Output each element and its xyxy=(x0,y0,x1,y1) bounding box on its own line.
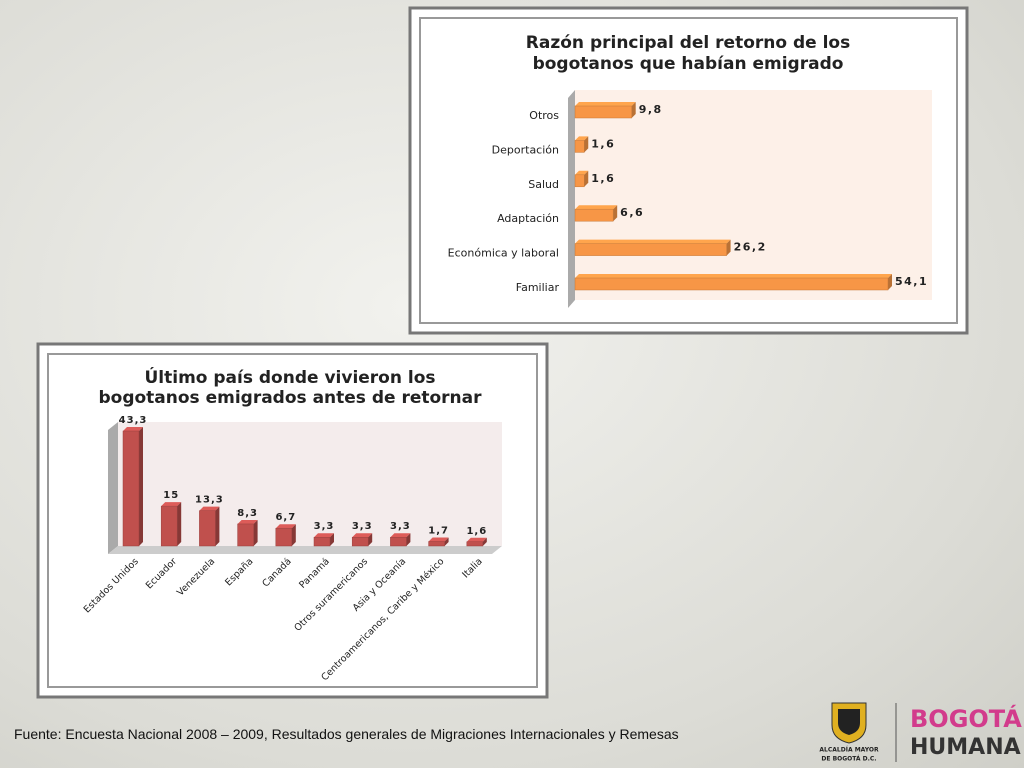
bar xyxy=(574,208,614,222)
bar-side xyxy=(406,533,411,546)
y-tick-label: Económica y laboral xyxy=(448,247,559,260)
bar-top xyxy=(575,136,589,141)
bar-top xyxy=(199,506,220,511)
plot-area xyxy=(118,422,502,546)
bar xyxy=(160,505,178,547)
bar-top xyxy=(390,533,411,538)
data-label: 13,3 xyxy=(195,495,224,506)
logo-humana: HUMANA xyxy=(910,735,1021,760)
bar-side xyxy=(368,533,373,546)
plot-wall xyxy=(108,422,118,554)
data-label: 3,3 xyxy=(390,521,411,532)
bar xyxy=(574,140,585,153)
bar-side xyxy=(888,274,892,290)
bar-side xyxy=(139,427,143,546)
data-label: 1,7 xyxy=(428,525,449,536)
bar-top xyxy=(575,274,892,278)
data-label: 54,1 xyxy=(895,275,928,288)
logo-bogota: BOGOTÁ xyxy=(910,704,1022,733)
bar-side xyxy=(330,533,334,546)
data-label: 9,8 xyxy=(639,103,663,116)
bar-side xyxy=(584,170,589,187)
data-label: 8,3 xyxy=(237,508,258,519)
bar-top xyxy=(123,427,143,431)
bar-side xyxy=(291,524,296,546)
plot-floor xyxy=(108,546,502,554)
data-label: 3,3 xyxy=(352,521,373,532)
plot-area xyxy=(575,90,932,300)
bar xyxy=(390,536,407,547)
bar xyxy=(574,277,889,291)
bar-side xyxy=(444,537,449,546)
bar-side xyxy=(584,136,589,153)
bar-side xyxy=(215,506,220,546)
bar-top xyxy=(575,239,731,244)
data-label: 15 xyxy=(163,490,179,501)
bar-top xyxy=(275,524,296,529)
y-tick-label: Otros xyxy=(529,109,559,122)
data-label: 6,7 xyxy=(275,512,296,523)
bar-top xyxy=(428,537,449,542)
alcaldia-logo: ALCALDÍA MAYOR DE BOGOTÁ D.C. xyxy=(819,702,879,763)
bar-side xyxy=(177,502,182,546)
bar-side xyxy=(482,537,487,546)
data-label: 1,6 xyxy=(466,526,487,537)
bar xyxy=(574,243,727,256)
data-label: 3,3 xyxy=(314,521,335,532)
chart-title: bogotanos emigrados antes de retornar xyxy=(98,388,482,408)
bar xyxy=(237,523,254,547)
bar xyxy=(122,430,140,547)
logo-text: DE BOGOTÁ D.C. xyxy=(821,756,876,763)
bar-side xyxy=(253,519,258,546)
logo-text: ALCALDÍA MAYOR xyxy=(819,746,879,754)
y-tick-label: Familiar xyxy=(516,281,560,294)
bar-top xyxy=(352,533,373,538)
data-label: 43,3 xyxy=(119,415,148,426)
bar-top xyxy=(314,533,334,538)
bar xyxy=(428,541,445,547)
bar xyxy=(574,105,632,119)
bar-top xyxy=(466,537,487,542)
bar xyxy=(275,527,293,547)
bar-side xyxy=(726,239,731,256)
chart-frame-inner xyxy=(419,17,958,324)
chart-title: Último país donde vivieron los xyxy=(144,366,435,388)
bar xyxy=(574,174,585,188)
bar-top xyxy=(237,519,258,524)
data-label: 1,6 xyxy=(591,172,615,185)
bar-top xyxy=(575,205,618,210)
chart-title: bogotanos que habían emigrado xyxy=(533,54,844,74)
bar xyxy=(351,536,369,547)
bar xyxy=(313,536,331,547)
plot-wall xyxy=(568,90,575,308)
data-label: 26,2 xyxy=(734,241,767,254)
bar-top xyxy=(575,170,589,175)
source-note: Fuente: Encuesta Nacional 2008 – 2009, R… xyxy=(14,726,679,742)
bar-top xyxy=(161,502,182,507)
bar-side xyxy=(631,102,636,118)
y-tick-label: Salud xyxy=(528,178,559,191)
bar xyxy=(466,541,484,547)
bar-top xyxy=(575,102,636,106)
bar xyxy=(199,510,216,547)
bar-side xyxy=(613,205,618,222)
data-label: 6,6 xyxy=(620,206,644,219)
chart-frame-inner xyxy=(47,353,538,688)
data-label: 1,6 xyxy=(591,137,615,150)
y-tick-label: Adaptación xyxy=(497,212,559,225)
y-tick-label: Deportación xyxy=(492,143,559,156)
chart-title: Razón principal del retorno de los xyxy=(526,33,850,53)
